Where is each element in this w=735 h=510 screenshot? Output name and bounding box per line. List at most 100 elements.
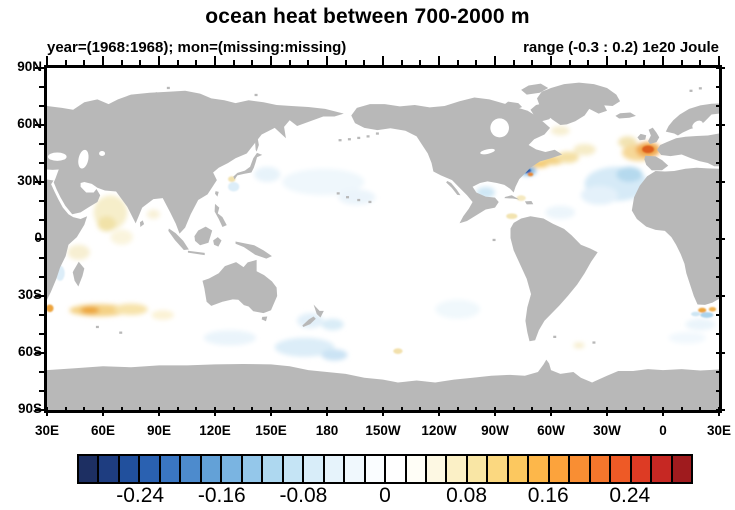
y-minor-tick [39, 257, 44, 259]
map-svg [47, 68, 719, 410]
colorbar-label: -0.16 [197, 484, 246, 507]
land-iberia [644, 155, 669, 171]
x-minor-tick [64, 407, 67, 412]
x-major-tick [438, 56, 440, 65]
x-axis-label: 30W [593, 423, 621, 438]
x-axis-label: 30E [34, 423, 60, 438]
x-major-tick [662, 407, 664, 416]
colorbar-cell [322, 456, 344, 482]
land-islet [95, 325, 99, 329]
x-minor-tick [456, 60, 459, 65]
x-minor-tick [400, 407, 403, 412]
x-axis-label: 120E [199, 423, 231, 438]
land-eurasia [47, 90, 344, 234]
x-axis-label: 30E [706, 423, 732, 438]
y-axis-label: 90S [17, 401, 42, 416]
y-minor-tick [39, 390, 44, 392]
y-minor-tick [39, 333, 44, 335]
x-minor-tick [680, 60, 683, 65]
x-major-tick [270, 56, 272, 65]
land-islet [592, 341, 596, 344]
anomaly-blob [321, 318, 344, 331]
x-minor-tick [512, 60, 515, 65]
x-minor-tick [176, 60, 179, 65]
x-axis-label: 60W [537, 423, 565, 438]
land-islet [347, 138, 351, 141]
colorbar [77, 454, 693, 484]
x-minor-tick [363, 407, 366, 412]
anomaly-blob [203, 330, 257, 346]
land-hispaniola [524, 201, 534, 205]
x-minor-tick [419, 407, 422, 412]
land-africa_east [47, 179, 88, 300]
x-minor-tick [120, 60, 123, 65]
x-major-tick [606, 56, 608, 65]
colorbar-cell [97, 456, 118, 482]
y-minor-tick [39, 371, 44, 373]
x-major-tick [438, 407, 440, 416]
land-ellesmere [521, 83, 549, 95]
x-minor-tick [288, 407, 291, 412]
land-new_guinea [235, 241, 272, 259]
colorbar-label: 0.24 [609, 484, 651, 507]
y-major-tick [716, 124, 725, 126]
land-sulawesi [213, 237, 222, 247]
colorbar-cell [527, 456, 548, 482]
colorbar-label: 0.16 [527, 484, 569, 507]
y-minor-tick [39, 105, 44, 107]
land-victoria_island [502, 101, 523, 110]
x-axis-label: 0 [659, 423, 667, 438]
x-minor-tick [83, 60, 86, 65]
land-scandinavia [665, 103, 719, 136]
x-minor-tick [568, 60, 571, 65]
colorbar-cell [117, 456, 139, 482]
land-islet [166, 86, 170, 90]
x-minor-tick [456, 407, 459, 412]
colorbar-cell [568, 456, 589, 482]
x-minor-tick [680, 407, 683, 412]
land-islet [119, 331, 123, 334]
lake [78, 149, 89, 169]
land-greenland [537, 82, 621, 125]
colorbar-cell [220, 456, 241, 482]
y-axis-label: 60S [17, 344, 42, 359]
colorbar-cell [343, 456, 364, 482]
land-islet [689, 89, 693, 92]
y-major-tick [35, 181, 44, 183]
x-minor-tick [400, 60, 403, 65]
x-major-tick [326, 407, 328, 416]
anomaly-blob [516, 195, 526, 201]
land-sri_lanka [139, 220, 145, 228]
y-minor-tick [716, 333, 721, 335]
x-minor-tick [251, 407, 254, 412]
x-minor-tick [195, 407, 198, 412]
land-islet [254, 93, 258, 97]
y-minor-tick [716, 143, 721, 145]
x-axis-label: 90W [481, 423, 509, 438]
land-nz_south [302, 316, 316, 327]
anomaly-blob [616, 166, 643, 182]
colorbar-cell [363, 456, 385, 482]
y-minor-tick [39, 143, 44, 145]
land-islet [366, 135, 370, 138]
land-australia [202, 259, 278, 314]
x-major-tick [214, 56, 216, 65]
y-axis-label: 60N [17, 116, 42, 131]
y-major-tick [716, 238, 725, 240]
anomaly-blob [338, 189, 376, 205]
anomaly-blob [685, 318, 716, 331]
colorbar-cell [281, 456, 303, 482]
land-islet [375, 132, 379, 135]
colorbar-cell [588, 456, 610, 482]
x-major-tick [270, 407, 272, 416]
x-axis-label: 150W [365, 423, 401, 438]
land-novaya_zemlya [142, 92, 161, 105]
y-major-tick [716, 295, 725, 297]
anomaly-blob [556, 151, 579, 163]
lake [47, 152, 67, 161]
land-antarctica [47, 359, 719, 410]
y-minor-tick [39, 162, 44, 164]
x-axis-label: 90E [146, 423, 172, 438]
land-africa_west [631, 167, 719, 305]
y-major-tick [35, 124, 44, 126]
